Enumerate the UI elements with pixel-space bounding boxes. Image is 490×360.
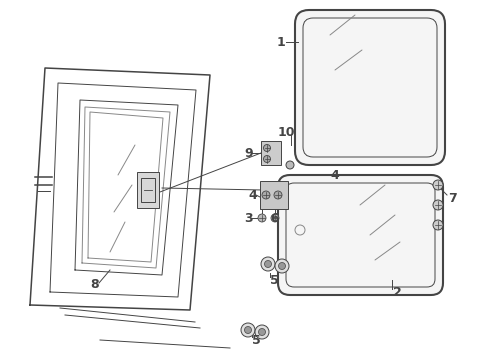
Text: 5: 5 <box>270 274 279 287</box>
Bar <box>141 178 155 202</box>
Circle shape <box>265 261 271 267</box>
Bar <box>137 172 159 208</box>
Text: 9: 9 <box>244 147 253 159</box>
FancyBboxPatch shape <box>278 175 443 295</box>
Text: 4: 4 <box>248 189 257 202</box>
Text: 5: 5 <box>252 333 261 346</box>
Bar <box>261 141 281 165</box>
Circle shape <box>258 214 266 222</box>
Circle shape <box>286 161 294 169</box>
Text: 8: 8 <box>90 279 98 292</box>
Circle shape <box>278 262 286 270</box>
Circle shape <box>264 156 270 162</box>
Circle shape <box>271 214 279 222</box>
Text: 4: 4 <box>330 168 339 181</box>
FancyBboxPatch shape <box>295 10 445 165</box>
Bar <box>260 181 288 209</box>
Circle shape <box>241 323 255 337</box>
Circle shape <box>262 191 270 199</box>
Circle shape <box>255 325 269 339</box>
Circle shape <box>433 220 443 230</box>
Text: 6: 6 <box>270 212 279 225</box>
Circle shape <box>264 144 270 152</box>
Circle shape <box>274 191 282 199</box>
Text: 1: 1 <box>277 36 286 49</box>
Circle shape <box>433 180 443 190</box>
Circle shape <box>259 328 266 336</box>
Circle shape <box>275 259 289 273</box>
Text: 7: 7 <box>448 192 457 204</box>
Text: 10: 10 <box>278 126 295 139</box>
Text: 2: 2 <box>393 285 402 298</box>
Text: 3: 3 <box>244 212 253 225</box>
Circle shape <box>245 327 251 333</box>
Circle shape <box>433 200 443 210</box>
Circle shape <box>261 257 275 271</box>
